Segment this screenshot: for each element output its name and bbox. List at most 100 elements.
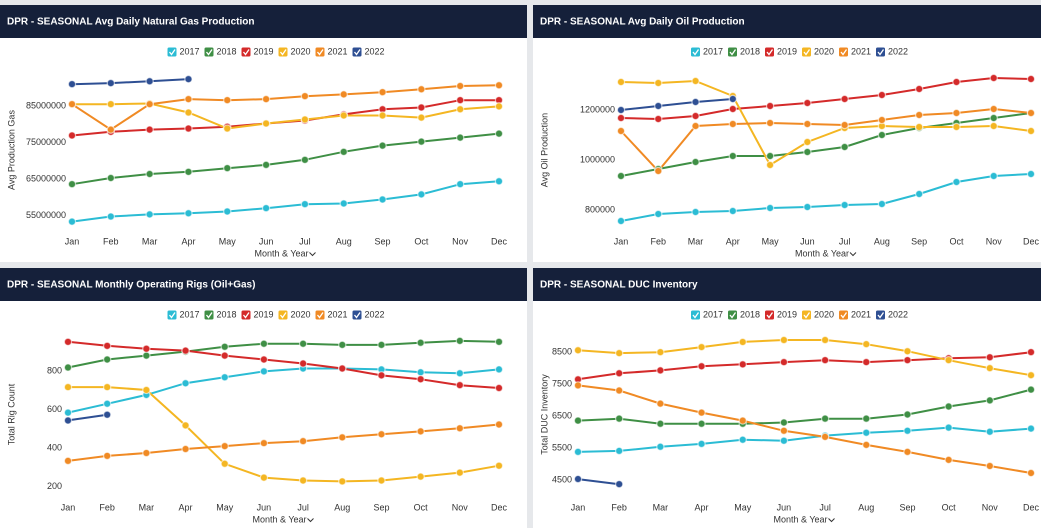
x-tick-label: Jan [65,236,80,246]
data-point [494,177,504,186]
x-tick-label: May [219,236,237,246]
data-point [616,105,626,115]
data-point [339,90,348,99]
data-point [803,119,812,129]
series-line [620,79,1032,167]
data-point [145,125,154,134]
data-point [184,74,193,84]
legend-check [840,49,848,56]
data-point [952,108,961,118]
data-point [877,90,887,100]
data-point [914,110,924,120]
data-point [654,209,663,219]
x-tick-label: Dec [491,502,508,512]
data-point [952,177,961,187]
data-point [455,369,465,378]
series-line [620,76,1032,121]
x-tick-label: Jun [259,236,274,246]
data-point [184,94,193,104]
data-point [985,427,995,436]
data-point [944,355,953,365]
data-point [803,137,812,147]
data-point [67,131,77,140]
data-point [494,129,504,138]
data-point [989,73,998,83]
legend-label: 2022 [888,46,908,56]
series-line [72,102,500,130]
data-point [223,207,232,216]
x-tick-label: Dec [1023,502,1040,512]
data-point [1026,347,1036,357]
data-point [614,369,624,378]
data-point [142,448,151,458]
data-point [298,476,308,485]
data-point [378,87,387,97]
legend-check [729,312,737,319]
data-point [765,118,775,128]
data-point [142,385,151,395]
series-line [71,180,500,223]
data-point [697,408,706,417]
data-point [145,169,154,179]
data-point [614,386,624,395]
data-point [614,479,624,489]
panel-header [0,5,527,38]
data-point [416,472,425,481]
data-point [862,428,871,437]
data-point [300,115,310,124]
data-point [862,339,871,349]
data-point [220,342,229,352]
y-tick-label: 800000 [585,204,615,214]
x-axis-label: Month & Year [795,248,849,258]
data-point [985,363,995,373]
data-point [102,341,112,351]
data-point [697,439,706,449]
panel-header [533,268,1041,301]
chart-panel: DPR - SEASONAL Avg Daily Natural Gas Pro… [0,5,527,262]
x-tick-label: Mar [139,502,155,512]
data-point [259,438,269,448]
x-tick-label: Jan [571,502,586,512]
data-point [944,402,953,411]
data-point [417,103,426,112]
data-point [803,98,812,108]
legend-label: 2021 [328,46,348,56]
legend-swatch [315,310,325,320]
x-tick-label: Feb [611,502,627,512]
data-point [779,357,789,367]
data-point [455,468,465,477]
series-line [620,112,1032,177]
legend-check [803,49,811,56]
legend-check [242,312,250,319]
data-point [765,151,775,161]
legend-check [353,49,361,56]
data-point [691,207,700,217]
data-point [417,190,426,199]
legend-label: 2021 [328,309,348,319]
data-point [261,203,271,213]
data-point [338,433,347,442]
data-point [820,432,830,442]
y-tick-label: 1000000 [580,154,615,164]
x-tick-label: Nov [452,236,469,246]
data-point [691,76,700,86]
legend-label: 2019 [777,309,797,319]
data-point [914,189,924,199]
data-point [259,355,269,364]
data-point [779,426,789,435]
data-point [417,137,426,146]
y-tick-label: 7500 [552,379,572,389]
data-point [455,95,465,105]
data-point [494,337,504,347]
x-tick-label: Jul [299,236,311,246]
data-point [738,416,747,425]
data-point [106,212,116,221]
data-point [223,95,232,105]
legend-check [729,49,737,56]
data-point [914,84,924,94]
legend-swatch [765,47,774,57]
data-point [656,399,665,408]
data-point [417,113,426,122]
y-tick-label: 65000000 [26,173,66,183]
data-point [803,147,812,157]
